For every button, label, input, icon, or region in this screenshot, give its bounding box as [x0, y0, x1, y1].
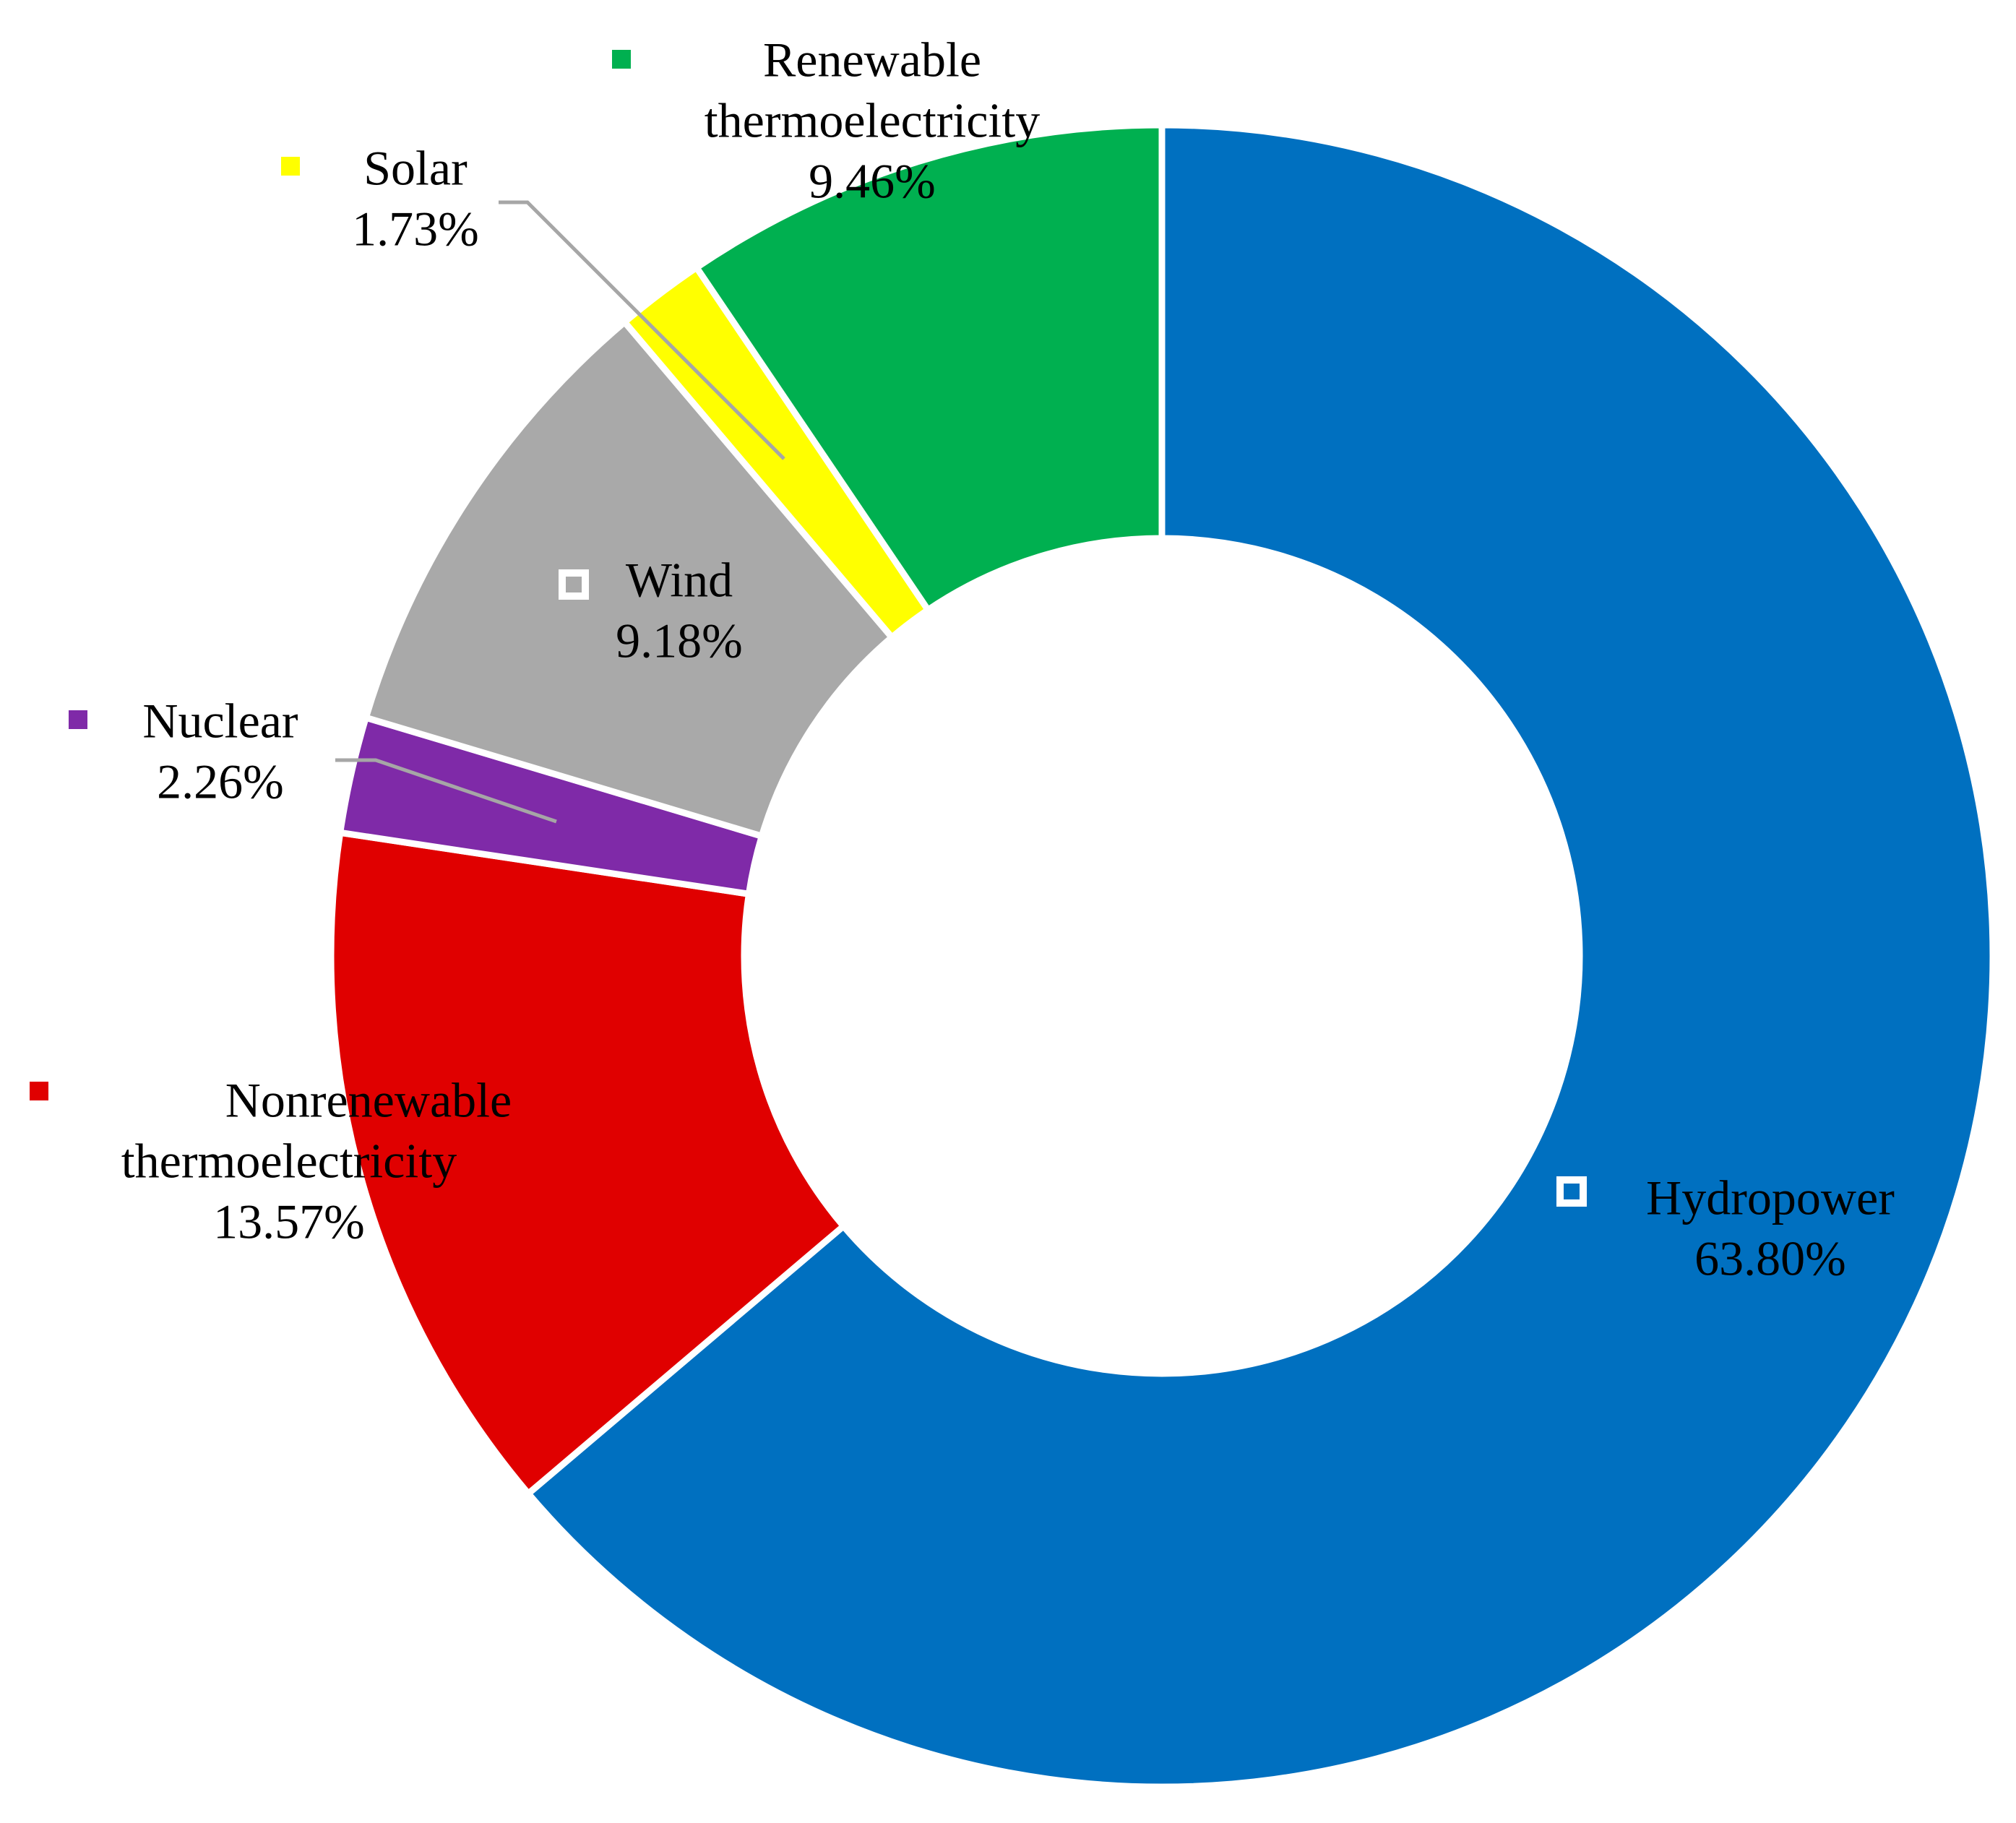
value-solar: 1.73%	[352, 202, 479, 257]
slice-hydropower	[523, 121, 1996, 1790]
slice-wind	[361, 317, 897, 840]
label-nonrenewable-thermoelectricity-line2: thermoelectricity	[121, 1134, 457, 1189]
value-renewable-thermoelectricity: 9.46%	[809, 154, 936, 209]
label-solar: Solar	[363, 141, 468, 196]
value-nonrenewable-thermoelectricity: 13.57%	[213, 1194, 365, 1249]
legend-key-solar	[281, 157, 300, 176]
legend-key-nonrenewable-thermoelectricity	[30, 1082, 48, 1100]
value-wind: 9.18%	[616, 613, 743, 668]
label-renewable-thermoelectricity-line2: thermoelectricity	[705, 93, 1040, 148]
value-hydropower: 63.80%	[1694, 1231, 1846, 1286]
leader-line-nuclear	[335, 758, 557, 824]
label-nuclear: Nuclear	[142, 694, 298, 749]
legend-key-renewable-thermoelectricity	[612, 50, 631, 69]
slice-labels: Hydropower 63.80% Nonrenewable thermoelectr…	[30, 33, 1895, 1286]
legend-key-hydropower	[1556, 1176, 1587, 1207]
donut-slices	[327, 121, 1996, 1790]
legend-key-wind	[559, 569, 589, 600]
label-hydropower: Hydropower	[1646, 1171, 1895, 1225]
label-nonrenewable-thermoelectricity: Nonrenewable	[225, 1073, 512, 1128]
leader-lines	[335, 200, 785, 824]
slice-nonrenewable-thermoelectricity	[327, 829, 848, 1499]
legend-key-nuclear	[69, 710, 87, 729]
slice-renewable-thermoelectricity	[692, 121, 1166, 615]
value-nuclear: 2.26%	[157, 754, 284, 809]
label-renewable-thermoelectricity: Renewable	[763, 33, 981, 87]
label-wind: Wind	[626, 553, 733, 608]
leader-line-solar	[499, 200, 785, 460]
